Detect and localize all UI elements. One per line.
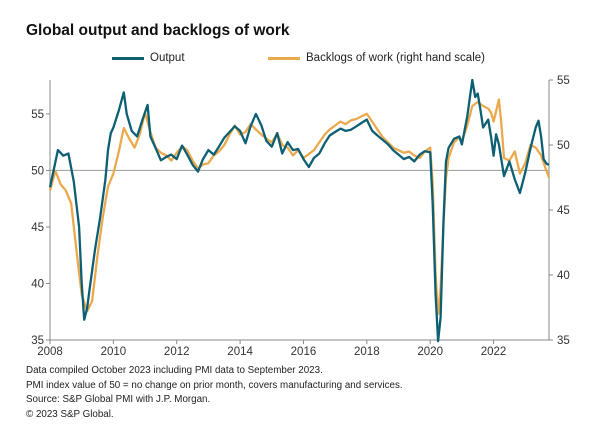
chart-title: Global output and backlogs of work xyxy=(26,22,290,39)
x-tick-label: 2010 xyxy=(101,346,127,358)
footer-copyright: © 2023 S&P Global. xyxy=(26,408,114,420)
series-lines xyxy=(48,78,551,343)
chart-footer: Data compiled October 2023 including PMI… xyxy=(26,364,403,422)
x-tick-label: 2016 xyxy=(291,346,317,358)
left-tick-label: 55 xyxy=(31,109,44,121)
left-tick-label: 40 xyxy=(31,278,44,290)
legend-swatch-output xyxy=(112,56,144,60)
x-tick-label: 2008 xyxy=(37,346,63,358)
legend-label-output: Output xyxy=(150,52,185,64)
x-tick-label: 2022 xyxy=(481,346,507,358)
right-tick-label: 40 xyxy=(557,270,570,282)
x-tick-label: 2014 xyxy=(227,346,253,358)
x-tick-label: 2020 xyxy=(417,346,443,358)
legend-swatch-backlogs xyxy=(268,56,300,60)
left-tick-label: 45 xyxy=(31,222,44,234)
tick-labels: 35 40 45 50 55 35 40 45 50 55 2008 2010 2012 2014 2016… xyxy=(31,75,570,358)
footer-source: Source: S&P Global PMI with J.P. Morgan. xyxy=(26,394,211,405)
x-tick-label: 2012 xyxy=(164,346,190,358)
legend-item-backlogs: Backlogs of work (right hand scale) xyxy=(268,52,485,64)
footer-pmi-note: PMI index value of 50 = no change on pri… xyxy=(26,379,403,391)
right-tick-label: 45 xyxy=(557,205,570,217)
right-tick-label: 50 xyxy=(557,140,570,152)
series-line-output xyxy=(48,78,550,343)
right-tick-label: 55 xyxy=(557,75,570,87)
chart-legend: Output Backlogs of work (right hand scal… xyxy=(0,52,601,70)
axes xyxy=(46,79,553,344)
left-tick-label: 50 xyxy=(31,165,44,177)
right-tick-label: 35 xyxy=(557,335,570,347)
footer-data-note: Data compiled October 2023 including PMI… xyxy=(26,365,323,376)
series-line-backlogs xyxy=(48,98,551,316)
legend-item-output: Output xyxy=(112,52,185,64)
x-tick-label: 2018 xyxy=(354,346,380,358)
legend-label-backlogs: Backlogs of work (right hand scale) xyxy=(306,52,485,64)
left-tick-label: 35 xyxy=(31,335,44,347)
